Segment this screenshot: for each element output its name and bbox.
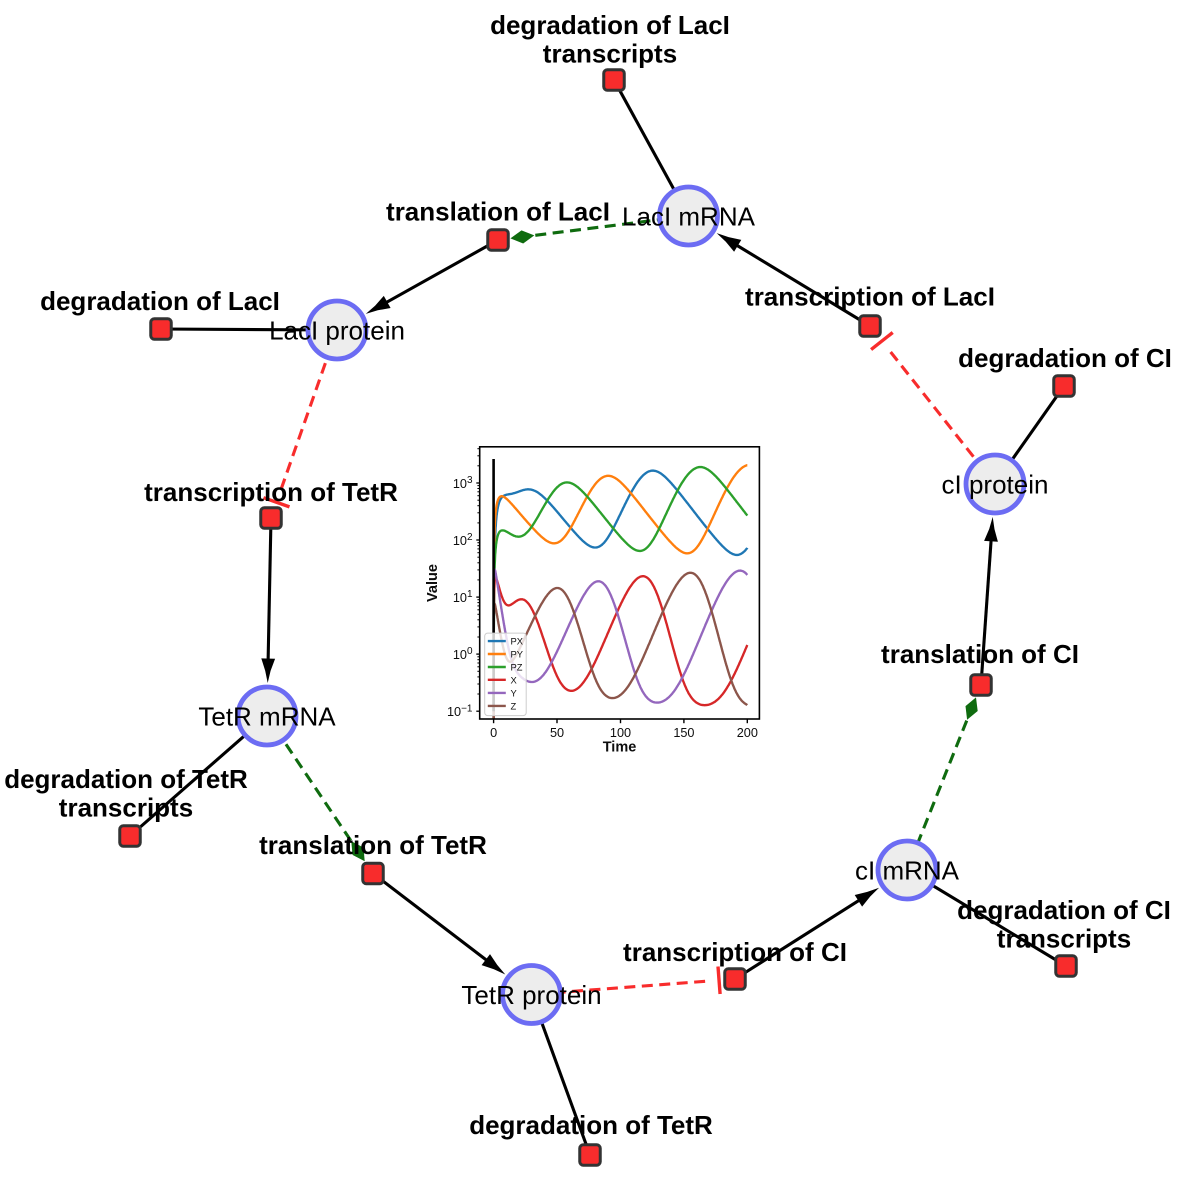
svg-text:Value: Value bbox=[425, 564, 441, 602]
svg-text:50: 50 bbox=[550, 726, 564, 740]
svg-text:transcripts: transcripts bbox=[59, 793, 193, 823]
svg-text:Time: Time bbox=[603, 740, 637, 756]
svg-text:100: 100 bbox=[610, 726, 631, 740]
svg-text:LacI protein: LacI protein bbox=[269, 316, 405, 346]
svg-text:cI protein: cI protein bbox=[942, 470, 1049, 500]
svg-text:translation of LacI: translation of LacI bbox=[386, 197, 610, 227]
svg-text:TetR mRNA: TetR mRNA bbox=[198, 702, 336, 732]
svg-text:translation of CI: translation of CI bbox=[881, 639, 1079, 669]
svg-text:PX: PX bbox=[511, 636, 524, 647]
svg-text:transcripts: transcripts bbox=[543, 39, 677, 69]
svg-text:Z: Z bbox=[511, 700, 517, 711]
svg-text:transcription of CI: transcription of CI bbox=[623, 937, 847, 967]
svg-text:0: 0 bbox=[490, 726, 497, 740]
svg-text:Y: Y bbox=[511, 687, 518, 698]
svg-text:degradation of TetR: degradation of TetR bbox=[4, 764, 248, 794]
svg-text:PZ: PZ bbox=[511, 662, 523, 673]
svg-text:transcripts: transcripts bbox=[997, 924, 1131, 954]
svg-text:degradation of CI: degradation of CI bbox=[958, 343, 1172, 373]
svg-text:degradation of TetR: degradation of TetR bbox=[469, 1110, 713, 1140]
svg-text:150: 150 bbox=[673, 726, 694, 740]
svg-text:cI mRNA: cI mRNA bbox=[855, 856, 960, 886]
svg-text:degradation of LacI: degradation of LacI bbox=[490, 10, 730, 40]
svg-text:translation of TetR: translation of TetR bbox=[259, 830, 487, 860]
svg-text:degradation of CI: degradation of CI bbox=[957, 895, 1171, 925]
svg-text:TetR protein: TetR protein bbox=[461, 980, 601, 1010]
svg-text:LacI mRNA: LacI mRNA bbox=[622, 202, 756, 232]
svg-text:transcription of TetR: transcription of TetR bbox=[144, 477, 398, 507]
svg-text:transcription of LacI: transcription of LacI bbox=[745, 282, 995, 312]
svg-text:X: X bbox=[511, 674, 518, 685]
svg-text:200: 200 bbox=[737, 726, 758, 740]
svg-text:degradation of LacI: degradation of LacI bbox=[40, 286, 280, 316]
svg-text:PY: PY bbox=[511, 649, 524, 660]
